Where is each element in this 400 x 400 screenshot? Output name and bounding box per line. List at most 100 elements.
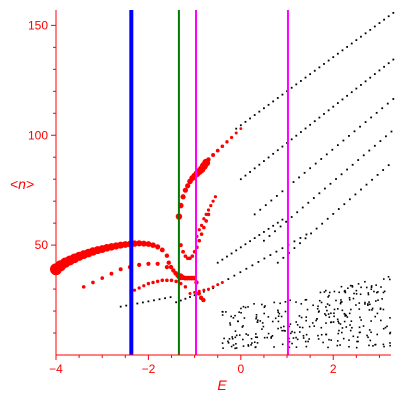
- data-point: [202, 225, 206, 230]
- data-point: [323, 63, 325, 65]
- data-point: [271, 334, 274, 337]
- data-point: [313, 69, 316, 72]
- data-point: [245, 333, 248, 335]
- data-point: [239, 246, 242, 249]
- data-point: [302, 337, 305, 339]
- data-point: [242, 345, 245, 347]
- data-point: [211, 199, 215, 203]
- data-point: [240, 307, 242, 310]
- data-point: [382, 169, 385, 171]
- data-point: [202, 290, 205, 293]
- data-point: [320, 301, 323, 304]
- data-point: [137, 262, 142, 268]
- data-point: [376, 333, 379, 336]
- data-point: [204, 219, 208, 223]
- data-point: [357, 283, 360, 285]
- data-point: [350, 308, 352, 311]
- data-point: [360, 188, 362, 191]
- vertical-lines: [129, 10, 289, 355]
- data-point: [377, 291, 379, 293]
- data-point: [220, 144, 225, 149]
- data-point: [141, 301, 144, 304]
- data-point: [303, 171, 306, 174]
- data-point: [281, 190, 284, 193]
- data-point: [327, 296, 329, 298]
- data-point: [304, 76, 307, 79]
- data-point: [369, 339, 372, 342]
- data-point: [164, 297, 166, 300]
- data-point: [355, 39, 358, 42]
- data-point: [343, 312, 346, 315]
- data-point: [300, 316, 303, 319]
- data-point: [341, 327, 344, 329]
- data-point: [253, 213, 256, 216]
- data-point: [188, 291, 192, 295]
- data-point: [368, 301, 370, 303]
- data-point: [259, 208, 262, 211]
- data-point: [332, 321, 335, 323]
- data-point: [370, 320, 372, 322]
- data-point: [392, 11, 395, 14]
- data-point: [308, 338, 310, 340]
- data-point: [267, 156, 270, 159]
- x-axis-title: E: [217, 377, 227, 393]
- data-point: [387, 275, 390, 278]
- data-point: [232, 344, 235, 346]
- data-point: [375, 284, 377, 286]
- data-point: [236, 320, 239, 323]
- data-point: [365, 183, 368, 186]
- data-point: [179, 299, 182, 302]
- data-point: [276, 261, 279, 264]
- data-point: [165, 278, 169, 283]
- data-point: [261, 322, 264, 324]
- data-point: [240, 311, 242, 314]
- data-point: [307, 340, 309, 343]
- data-point: [371, 309, 373, 311]
- data-point: [322, 341, 324, 344]
- data-point: [299, 326, 301, 329]
- data-point: [349, 324, 351, 326]
- data-point: [383, 18, 385, 21]
- data-point: [225, 311, 227, 313]
- data-point: [348, 298, 351, 301]
- data-point: [276, 97, 279, 99]
- data-point: [146, 281, 151, 286]
- data-point: [383, 345, 385, 348]
- data-point: [175, 301, 178, 304]
- data-point: [350, 91, 353, 94]
- data-point: [213, 195, 218, 199]
- data-point: [336, 318, 339, 321]
- data-point: [340, 331, 343, 334]
- data-point: [215, 148, 220, 153]
- data-point: [312, 304, 314, 307]
- data-point: [352, 297, 355, 300]
- data-point: [304, 237, 307, 240]
- data-point: [155, 244, 161, 250]
- data-point: [364, 80, 367, 83]
- data-point: [267, 316, 270, 318]
- data-point: [281, 247, 284, 250]
- data-point: [367, 304, 369, 306]
- data-point: [230, 345, 233, 348]
- data-point: [247, 306, 249, 308]
- data-point: [318, 66, 321, 69]
- data-point: [235, 249, 238, 252]
- data-point: [281, 218, 284, 221]
- data-point: [342, 139, 345, 142]
- data-point: [125, 304, 128, 307]
- data-point: [263, 306, 266, 309]
- data-point: [355, 346, 358, 349]
- data-point: [332, 105, 335, 108]
- data-point: [325, 306, 327, 308]
- data-point: [338, 329, 340, 332]
- data-point: [227, 278, 230, 280]
- data-point: [335, 299, 337, 302]
- data-point: [364, 121, 367, 123]
- data-point: [328, 338, 330, 341]
- data-point: [373, 144, 376, 147]
- data-point: [328, 316, 331, 318]
- data-point: [304, 127, 307, 130]
- data-point: [356, 336, 359, 338]
- data-point: [241, 326, 244, 328]
- data-point: [340, 173, 343, 176]
